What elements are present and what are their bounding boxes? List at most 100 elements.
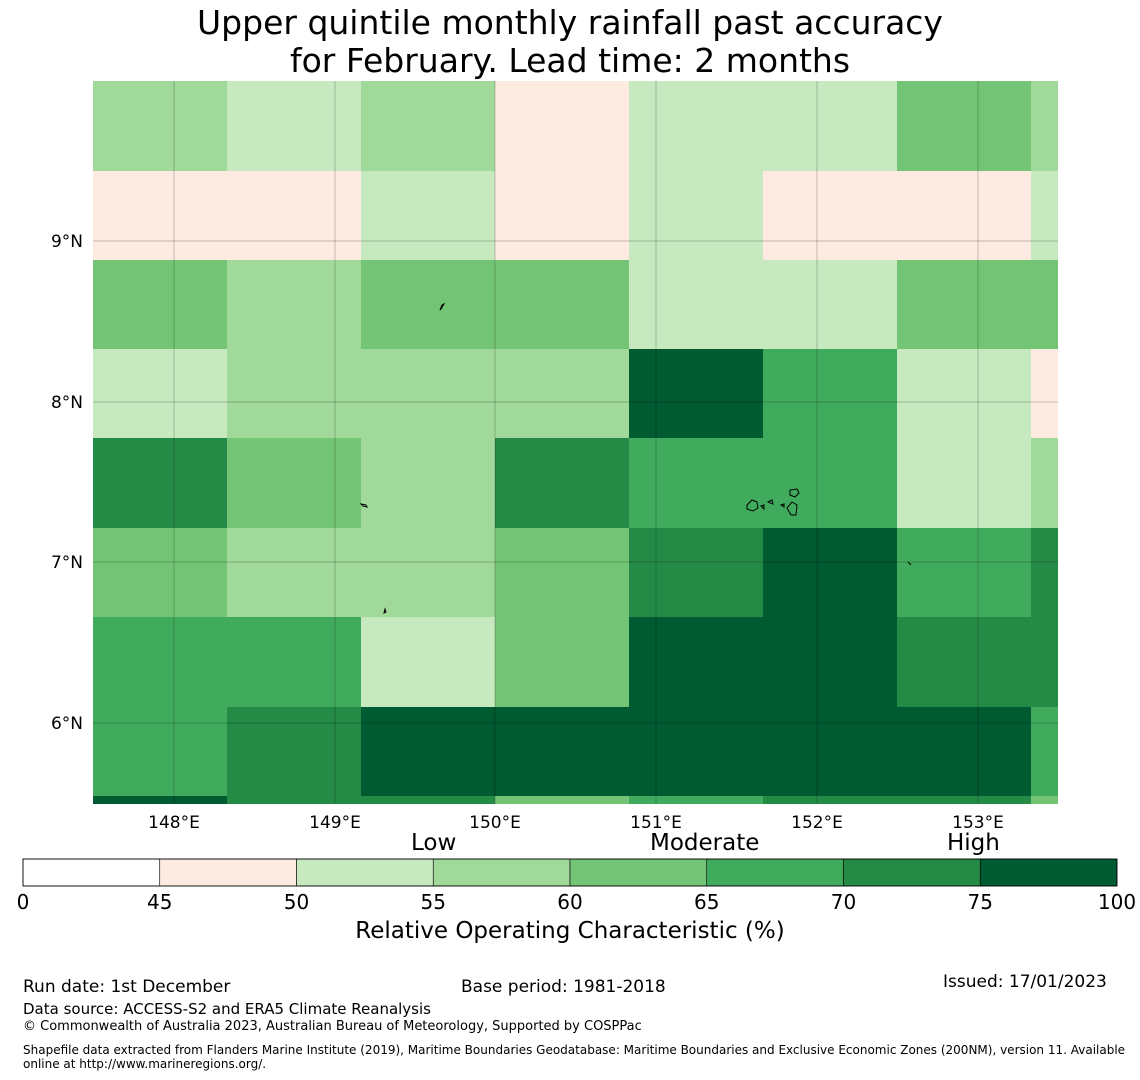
island-outline (746, 499, 759, 512)
heatmap-cell (1031, 438, 1058, 528)
heatmap-cell (93, 171, 227, 260)
heatmap-cell (495, 349, 629, 438)
heatmap-cell (897, 617, 1031, 707)
data-source: Data source: ACCESS-S2 and ERA5 Climate … (23, 1000, 431, 1018)
y-tick-label: 8°N (51, 393, 83, 413)
x-axis-ticks: 148°E 149°E 150°E 151°E 152°E 153°E (148, 813, 1004, 833)
x-tick-label: 148°E (148, 813, 200, 833)
colorbar-tick-label: 75 (968, 890, 993, 914)
heatmap-cell (763, 171, 897, 260)
heatmap-cell (495, 796, 629, 804)
heatmap-cell (763, 617, 897, 707)
colorbar-segment (706, 858, 844, 887)
issued-date: Issued: 17/01/2023 (943, 972, 1107, 992)
heatmap-cell (495, 528, 629, 617)
heatmap-cell (629, 528, 763, 617)
heatmap-cell (227, 796, 361, 804)
heatmap-cell (495, 617, 629, 707)
heatmap-cell (1031, 171, 1058, 260)
island-outline (359, 503, 368, 508)
heatmap-cell (227, 528, 361, 617)
colorbar-tick-label: 70 (831, 890, 856, 914)
copyright: © Commonwealth of Australia 2023, Austra… (23, 1019, 642, 1034)
colorbar-ticks: 0 45 50 55 60 65 70 75 100 (17, 890, 1136, 914)
heatmap-cell (227, 617, 361, 707)
y-tick-label: 9°N (51, 232, 83, 252)
heatmap-cell (93, 796, 227, 804)
heatmap-cell (1031, 617, 1058, 707)
colorbar-tick-label: 60 (557, 890, 582, 914)
heatmap-cell (495, 171, 629, 260)
heatmap-cell (361, 81, 495, 171)
base-period: Base period: 1981-2018 (461, 977, 666, 997)
island-outline (786, 501, 798, 516)
heatmap-cell (1031, 260, 1058, 349)
heatmap-cell (495, 81, 629, 171)
heatmap-cell (629, 438, 763, 528)
y-tick-label: 7°N (51, 553, 83, 573)
colorbar-tick-label: 50 (284, 890, 309, 914)
heatmap-cell (897, 796, 1031, 804)
island-outline (907, 561, 912, 566)
island-outlines (359, 302, 912, 614)
island-outline (383, 607, 387, 614)
shapefile-credit-line1: Shapefile data extracted from Flanders M… (23, 1043, 1126, 1057)
heatmap-cell (227, 260, 361, 349)
colorbar-segment (432, 858, 571, 887)
heatmap-cell (897, 528, 1031, 617)
heatmap-cell (897, 171, 1031, 260)
colorbar-segment (296, 858, 434, 887)
heatmap-cell (93, 81, 227, 171)
island-outline (779, 503, 785, 508)
island-outline (789, 488, 800, 498)
heatmap-cell (495, 707, 629, 796)
heatmap-cell (361, 707, 495, 796)
chart-title: Upper quintile monthly rainfall past acc… (0, 4, 1140, 80)
y-axis-ticks: 9°N 8°N 7°N 6°N (51, 232, 83, 734)
heatmap-cell (93, 260, 227, 349)
heatmap-cell (361, 528, 495, 617)
heatmap-cell (361, 796, 495, 804)
island-outline (766, 499, 774, 505)
heatmap-cell (1031, 528, 1058, 617)
x-tick-label: 150°E (469, 813, 521, 833)
heatmap-cell (629, 707, 763, 796)
colorbar-segment (22, 858, 161, 887)
heatmap-cell (763, 707, 897, 796)
heatmap-cell (897, 349, 1031, 438)
heatmap-cell (361, 260, 495, 349)
heatmap-cell (227, 349, 361, 438)
heatmap-cell (897, 260, 1031, 349)
category-moderate: Moderate (650, 830, 760, 856)
heatmap-cell (763, 796, 897, 804)
heatmap-cell (495, 260, 629, 349)
rainfall-accuracy-map: 148°E 149°E 150°E 151°E 152°E 153°E 9°N 8°N 7°N… (17, 81, 1136, 914)
heatmap-cell (227, 171, 361, 260)
y-tick-label: 6°N (51, 714, 83, 734)
shapefile-credit-line2: online at http://www.marineregions.org/. (23, 1057, 267, 1071)
heatmap-cell (629, 796, 763, 804)
colorbar-segment (569, 858, 708, 887)
island-outline (760, 504, 765, 511)
heatmap-cell (93, 438, 227, 528)
heatmap-cell (93, 617, 227, 707)
x-tick-label: 149°E (309, 813, 361, 833)
heatmap-cell (361, 438, 495, 528)
heatmap-cell (629, 617, 763, 707)
heatmap-cell (93, 707, 227, 796)
colorbar-segment (843, 858, 981, 887)
heatmap-cell (361, 349, 495, 438)
heatmap-cell (629, 349, 763, 438)
map-gridlines (93, 81, 1058, 804)
heatmap-cell (763, 260, 897, 349)
colorbar-tick-label: 0 (17, 890, 30, 914)
colorbar-tick-label: 55 (421, 890, 446, 914)
heatmap-cell (1031, 349, 1058, 438)
x-tick-label: 151°E (630, 813, 682, 833)
island-outline (439, 302, 446, 311)
x-tick-label: 152°E (791, 813, 843, 833)
colorbar-outline (22, 858, 1118, 887)
chart-title-line2: for February. Lead time: 2 months (289, 41, 851, 80)
heatmap-cell (763, 438, 897, 528)
heatmap-cell (629, 171, 763, 260)
